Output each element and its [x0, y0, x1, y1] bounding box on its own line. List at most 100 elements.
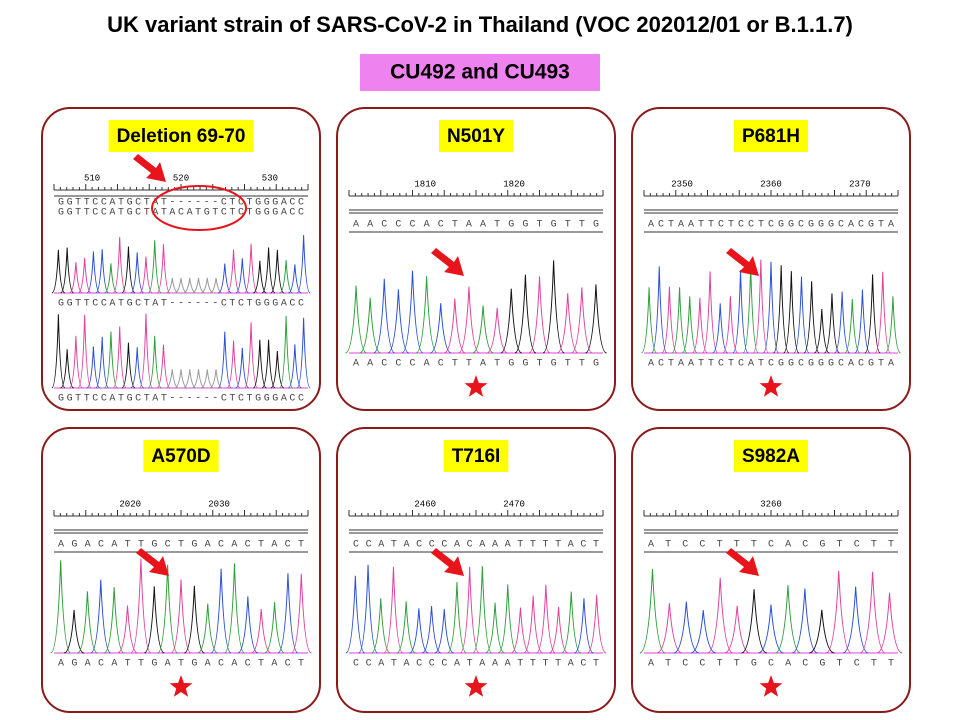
- peak: [741, 589, 767, 654]
- peak: [345, 285, 367, 354]
- ruler-number: 530: [262, 173, 278, 183]
- peak: [270, 249, 285, 294]
- peak: [758, 604, 784, 654]
- peak: [144, 586, 165, 654]
- label-box: [108, 120, 254, 152]
- sequence: AGACATTGATGACACTACT: [58, 659, 304, 670]
- peak: [724, 605, 750, 654]
- peak: [651, 266, 668, 354]
- star: [464, 375, 488, 397]
- peak: [383, 566, 404, 654]
- peak: [121, 342, 136, 389]
- peak: [157, 564, 178, 654]
- peak: [762, 261, 780, 354]
- peak: [224, 563, 245, 654]
- peak: [138, 313, 154, 389]
- label-box: [733, 120, 809, 152]
- arrow: [133, 154, 166, 182]
- peak: [429, 303, 452, 354]
- arrow: [431, 248, 464, 276]
- peak: [842, 586, 869, 654]
- panel-label: P681H: [742, 126, 800, 147]
- peak: [387, 289, 410, 354]
- peak: [237, 596, 259, 654]
- arrow: [726, 248, 759, 276]
- peak: [226, 340, 241, 389]
- peak: [50, 560, 71, 654]
- peak: [701, 271, 719, 354]
- ruler-number: 2360: [760, 179, 782, 189]
- peak: [121, 246, 136, 294]
- sequence: ATCCTTTCACGTCTT: [648, 540, 894, 551]
- peak: [459, 566, 480, 654]
- peak: [571, 287, 593, 354]
- peak: [548, 606, 569, 654]
- star: [464, 675, 488, 697]
- peak: [296, 234, 311, 294]
- peak: [447, 582, 467, 654]
- ruler-number: 2030: [208, 499, 230, 509]
- panel-border: [631, 427, 911, 713]
- peak: [251, 608, 272, 654]
- star: [169, 675, 193, 697]
- subtitle-box: [360, 54, 600, 91]
- sequence: AGACATTGCTGACACTACT: [58, 540, 304, 551]
- sequence: GGTTCCATGCTATACATGTCTCTGGGACC: [58, 208, 304, 219]
- peak: [586, 594, 607, 654]
- peak: [345, 575, 366, 654]
- peak: [661, 286, 678, 354]
- star: [759, 675, 783, 697]
- panel-label: N501Y: [447, 126, 505, 147]
- peak: [472, 566, 493, 654]
- ruler-number: 2370: [849, 179, 871, 189]
- peak: [156, 244, 171, 294]
- title: UK variant strain of SARS-CoV-2 in Thail…: [107, 12, 853, 37]
- peak: [170, 579, 192, 654]
- peak: [252, 339, 267, 389]
- peak: [752, 259, 769, 354]
- panel-label: Deletion 69-70: [117, 126, 246, 147]
- peak: [358, 564, 378, 654]
- ruler-number: 2460: [414, 499, 436, 509]
- peak: [184, 585, 205, 654]
- peak: [191, 369, 206, 389]
- peak: [574, 598, 594, 654]
- sequence: GGTTCCATGCTAT------CTCTGGGACC: [58, 394, 304, 405]
- ruler-number: 1810: [414, 179, 436, 189]
- peak: [707, 577, 734, 654]
- panel-border: [631, 107, 911, 411]
- peak: [775, 585, 801, 654]
- peak: [95, 336, 110, 389]
- peak: [514, 274, 537, 354]
- peak: [825, 570, 852, 654]
- peak: [77, 257, 92, 294]
- peak: [791, 588, 818, 654]
- peak: [639, 568, 666, 654]
- peak: [885, 296, 901, 354]
- peak: [712, 303, 729, 354]
- peak: [147, 335, 162, 389]
- ruler-number: 3260: [760, 499, 782, 509]
- ruler-number: 1820: [503, 179, 525, 189]
- peak: [585, 284, 607, 354]
- peak: [396, 601, 416, 654]
- peak: [359, 297, 381, 354]
- peak: [210, 568, 232, 654]
- peak: [60, 247, 74, 294]
- peak: [261, 247, 276, 294]
- ruler-number: 520: [173, 173, 189, 183]
- arrow: [431, 548, 464, 576]
- sequence: GGTTCCATGCTAT------CTCTGGGACC: [58, 198, 304, 209]
- peak: [874, 271, 891, 354]
- peak: [773, 265, 790, 354]
- sequence: ATCCTTGCACGTCTT: [648, 659, 894, 670]
- ruler-number: 2470: [503, 499, 525, 509]
- panel-label: T716I: [452, 446, 501, 467]
- peak: [244, 322, 259, 389]
- peak: [673, 601, 700, 654]
- peak: [732, 270, 749, 354]
- peak: [854, 289, 871, 354]
- peak: [844, 298, 861, 354]
- peak: [291, 573, 312, 654]
